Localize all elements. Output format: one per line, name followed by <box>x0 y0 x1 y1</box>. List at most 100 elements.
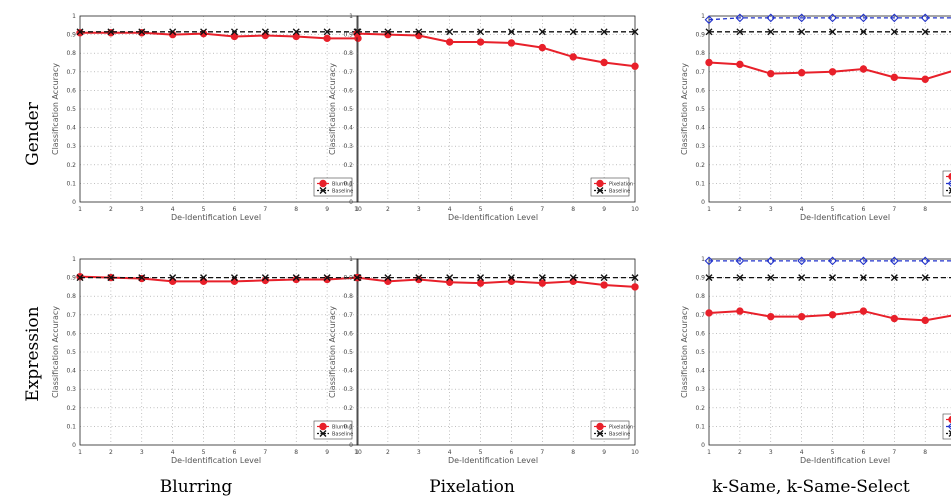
series-line-method <box>708 310 951 322</box>
y-tick-label: 0.5 <box>695 349 705 356</box>
legend: k-Samek-Same-SelectBaseline <box>942 170 951 197</box>
y-tick-label: 0 <box>349 199 353 206</box>
x-tick-label: 6 <box>862 449 866 456</box>
data-point-baseline <box>230 274 238 282</box>
x-axis-label: De-Identification Level <box>171 213 261 222</box>
y-tick-label: 0.9 <box>695 32 705 39</box>
y-tick-label: 0.3 <box>343 386 353 393</box>
x-tick-label: 8 <box>571 449 575 456</box>
data-point-method <box>828 311 837 319</box>
x-tick-label: 4 <box>171 449 175 456</box>
y-axis-label: Classification Accuracy <box>328 63 337 155</box>
panel-expression-k-same: 00.10.20.30.40.50.60.70.80.9112345678910… <box>680 256 951 465</box>
data-point-method <box>476 279 485 287</box>
y-tick-label: 0.8 <box>66 293 76 300</box>
y-axis-label: Classification Accuracy <box>51 63 60 155</box>
row-label-gender: Gender <box>23 101 43 166</box>
data-point-baseline <box>569 28 577 36</box>
y-axis-label: Classification Accuracy <box>680 306 689 398</box>
legend-label: Baseline <box>332 188 353 194</box>
data-point-baseline <box>446 28 454 36</box>
x-tick-label: 6 <box>233 206 237 213</box>
plot-frame <box>708 258 951 446</box>
data-point-baseline <box>538 274 546 282</box>
y-tick-label: 0.9 <box>343 275 353 282</box>
legend-label: Baseline <box>332 431 353 437</box>
x-tick-label: 6 <box>510 449 514 456</box>
x-tick-label: 9 <box>325 206 329 213</box>
x-tick-label: 8 <box>294 206 298 213</box>
data-point-method <box>323 34 331 43</box>
data-point-baseline <box>261 28 269 36</box>
data-point-select <box>859 256 868 266</box>
data-point-baseline <box>107 28 115 36</box>
data-point-method <box>797 312 806 321</box>
y-tick-label: 0.5 <box>66 106 76 113</box>
y-tick-label: 0.8 <box>695 293 705 300</box>
x-tick-label: 7 <box>540 449 544 456</box>
x-tick-label: 5 <box>831 206 835 213</box>
y-tick-label: 0.2 <box>695 162 705 169</box>
data-point-method <box>859 307 868 315</box>
data-point-method <box>859 65 868 73</box>
y-tick-label: 1 <box>72 13 76 20</box>
x-tick-label: 7 <box>263 206 267 213</box>
data-point-select <box>920 256 930 266</box>
data-point-method <box>600 58 608 67</box>
data-point-baseline <box>107 274 115 282</box>
legend-marker-baseline <box>319 430 327 437</box>
legend-marker-baseline <box>596 187 604 194</box>
y-tick-label: 0.5 <box>695 106 705 113</box>
y-tick-label: 0.8 <box>343 293 353 300</box>
x-tick-label: 5 <box>479 449 483 456</box>
x-axis-label: De-Identification Level <box>171 456 261 465</box>
data-point-select <box>704 256 714 266</box>
y-tick-label: 1 <box>349 256 353 263</box>
x-tick-label: 4 <box>171 206 175 213</box>
x-tick-label: 3 <box>140 206 144 213</box>
data-point-method <box>230 32 239 41</box>
x-tick-label: 8 <box>923 206 927 213</box>
x-tick-label: 2 <box>738 206 742 213</box>
data-point-method <box>538 43 547 52</box>
panel-gender-pixelation: 0 0.1 0.2 0.3 0.4 0.5 0.6 0.7 0.8 0.9 1 1 2 3 4 5 6 7 8 9 10… <box>328 13 639 222</box>
data-point-method <box>600 281 608 289</box>
chart-panels: 00.10.20.30.40.50.60.70.80.911 2 3 4 5 6 7 8 9 10… <box>51 13 951 465</box>
data-point-method <box>705 309 713 317</box>
data-point-baseline <box>415 274 423 282</box>
y-tick-label: 1 <box>72 256 76 263</box>
data-point-method <box>569 53 577 61</box>
data-point-baseline <box>631 274 639 282</box>
data-point-select <box>889 13 899 23</box>
x-tick-label: 2 <box>738 449 742 456</box>
y-axis-label: Classification Accuracy <box>680 63 689 155</box>
x-axis-label: De-Identification Level <box>448 213 538 222</box>
data-point-method <box>890 73 899 82</box>
x-tick-label: 7 <box>892 449 896 456</box>
y-tick-label: 0.3 <box>66 143 76 150</box>
data-point-method <box>292 32 300 41</box>
legend-label: Blurring <box>332 181 352 187</box>
legend-marker-baseline <box>596 430 604 437</box>
series-line-select <box>708 17 951 21</box>
data-point-select <box>766 13 776 23</box>
data-point-baseline <box>323 274 331 282</box>
data-point-baseline <box>415 28 423 36</box>
x-axis-label: De-Identification Level <box>800 456 890 465</box>
data-point-method <box>767 312 775 321</box>
y-tick-label: 0.9 <box>343 32 353 39</box>
legend-marker-method <box>319 179 327 188</box>
data-point-method <box>921 316 929 325</box>
x-tick-label: 2 <box>109 449 113 456</box>
plot-frame <box>708 15 951 203</box>
data-point-baseline <box>230 28 238 36</box>
data-point-select <box>797 13 807 23</box>
data-point-baseline <box>138 28 146 36</box>
panel-expression-pixelation: 0 0.1 0.2 0.3 0.4 0.5 0.6 0.7 0.8 0.9 1 1 2 3 4 5 6 7 8 9 10… <box>328 256 639 465</box>
y-tick-label: 0.2 <box>343 162 353 169</box>
data-point-baseline <box>921 274 929 282</box>
legend-marker-method <box>319 422 327 431</box>
data-point-baseline <box>292 274 300 282</box>
x-tick-label: 6 <box>233 449 237 456</box>
